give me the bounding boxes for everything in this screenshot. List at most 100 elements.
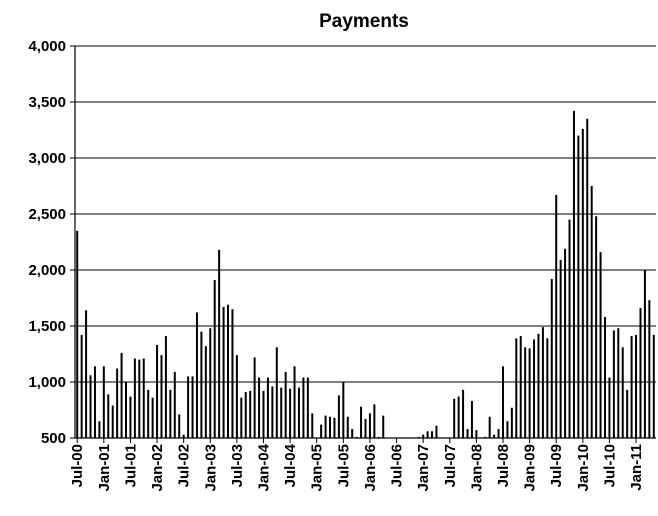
bar <box>164 336 167 438</box>
x-tick-label: Jan-07 <box>415 444 432 492</box>
x-tick-label: Jul-02 <box>176 444 193 487</box>
bar <box>240 397 243 438</box>
y-tick-label: 2,000 <box>28 262 66 279</box>
bar <box>89 375 92 438</box>
bar <box>364 418 367 438</box>
bar <box>98 421 101 438</box>
bar <box>218 249 221 438</box>
bar <box>85 310 88 438</box>
bar <box>102 366 105 438</box>
bar <box>564 248 567 438</box>
bar <box>519 336 522 438</box>
bar <box>271 386 274 438</box>
y-tick-label: 4,000 <box>28 38 66 55</box>
x-tick-label: Jul-10 <box>601 444 618 487</box>
bar <box>235 355 238 438</box>
bar <box>249 390 252 438</box>
x-tick-label: Jan-09 <box>522 444 539 492</box>
x-tick-label: Jan-02 <box>149 444 166 492</box>
x-tick-label: Jul-01 <box>122 444 139 487</box>
bar <box>275 347 278 438</box>
bar <box>488 416 491 438</box>
bar <box>324 415 327 438</box>
bar <box>524 347 527 438</box>
bar <box>111 405 114 438</box>
bar <box>515 338 518 438</box>
bar <box>373 404 376 438</box>
bar <box>528 348 531 438</box>
bar <box>302 377 305 438</box>
x-tick-label: Jan-11 <box>628 444 645 491</box>
x-tick-label: Jan-10 <box>575 444 592 492</box>
bar <box>311 413 314 438</box>
x-tick-label: Jul-05 <box>335 444 352 487</box>
bar <box>200 331 203 438</box>
bar <box>599 252 602 438</box>
bar <box>297 387 300 438</box>
bar <box>107 394 110 438</box>
bar <box>639 308 642 438</box>
y-axis-ticks: 500 1,000 1,500 2,000 2,500 3,000 3,500 4,000 <box>28 38 75 447</box>
bar <box>501 366 504 438</box>
bar <box>612 330 615 438</box>
x-tick-label: Jul-07 <box>442 444 459 487</box>
y-tick-label: 3,500 <box>28 94 66 111</box>
bar <box>138 359 141 438</box>
bar <box>635 334 638 438</box>
bar <box>173 371 176 438</box>
bar <box>595 216 598 438</box>
x-tick-label: Jan-03 <box>202 444 219 492</box>
bar <box>342 382 345 438</box>
bar <box>630 336 633 438</box>
bar <box>142 358 145 438</box>
bar <box>431 431 434 438</box>
bar <box>156 345 159 438</box>
bar <box>209 328 212 438</box>
y-tick-label: 3,000 <box>28 150 66 167</box>
bar <box>577 135 580 438</box>
bar <box>466 429 469 438</box>
bar <box>169 389 172 438</box>
bar <box>80 334 83 438</box>
bar <box>120 352 123 438</box>
bar <box>76 230 79 438</box>
bar <box>266 377 269 438</box>
bar <box>435 425 438 438</box>
bar <box>368 413 371 438</box>
bar <box>453 398 456 438</box>
bar <box>617 328 620 438</box>
x-tick-label: Jul-08 <box>495 444 512 487</box>
gridlines <box>75 45 656 383</box>
bar <box>550 278 553 438</box>
x-axis-ticks: Jul-00 Jan-01 Jul-01 Jan-02 Jul-02 Jan-03 Jul-… <box>69 438 645 492</box>
bar <box>133 358 136 438</box>
bar <box>493 434 496 438</box>
bar <box>643 270 646 438</box>
bar <box>555 194 558 438</box>
bar <box>586 118 589 439</box>
x-tick-label: Jan-08 <box>468 444 485 492</box>
bar <box>590 186 593 438</box>
bar <box>648 300 651 438</box>
x-tick-label: Jul-06 <box>389 444 406 487</box>
bar <box>160 355 163 438</box>
bar <box>293 366 296 438</box>
bar <box>333 417 336 438</box>
bar <box>253 357 256 438</box>
bar <box>568 219 571 438</box>
x-tick-label: Jul-04 <box>282 443 299 487</box>
bar <box>329 416 332 438</box>
bar <box>284 371 287 438</box>
bar <box>572 110 575 439</box>
bar <box>306 377 309 438</box>
bar <box>125 382 128 438</box>
bar <box>652 334 655 438</box>
bar <box>129 396 132 438</box>
bar <box>497 429 500 438</box>
bar <box>231 309 234 438</box>
bar <box>382 415 385 438</box>
bar <box>546 338 549 438</box>
bar <box>258 377 261 438</box>
bar <box>510 407 513 438</box>
bar <box>116 368 119 438</box>
